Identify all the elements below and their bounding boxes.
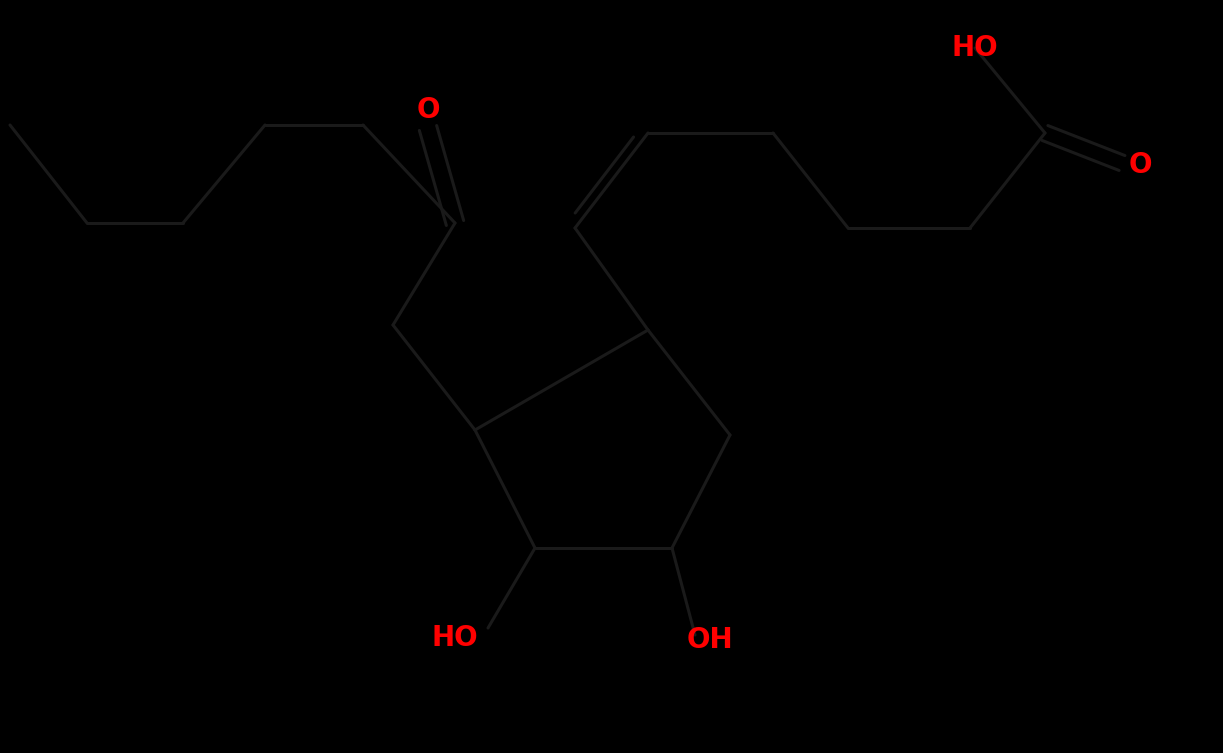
Text: OH: OH <box>686 626 734 654</box>
Text: HO: HO <box>432 624 478 652</box>
Text: HO: HO <box>951 34 998 62</box>
Text: O: O <box>1129 151 1152 179</box>
Text: O: O <box>416 96 440 124</box>
